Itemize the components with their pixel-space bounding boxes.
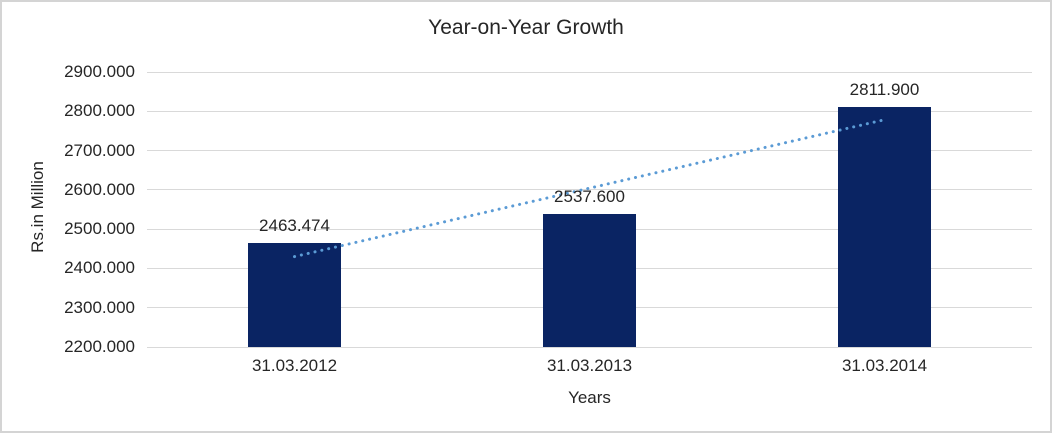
x-axis-title: Years — [568, 388, 611, 407]
bar — [838, 106, 931, 347]
gridline — [147, 110, 1032, 112]
gridline — [147, 346, 1032, 348]
y-tick-label: 2700.000 — [64, 140, 135, 160]
chart-title: Year-on-Year Growth — [428, 16, 624, 39]
y-tick-label: 2300.000 — [64, 297, 135, 317]
bar — [248, 243, 341, 347]
bar — [543, 214, 636, 347]
data-label: 2537.600 — [554, 187, 625, 207]
gridline — [147, 71, 1032, 73]
y-tick-label: 2200.000 — [64, 337, 135, 356]
y-tick-label: 2600.000 — [64, 179, 135, 199]
y-tick-label: 2500.000 — [64, 219, 135, 239]
x-tick-label: 31.03.2012 — [251, 356, 338, 375]
data-label: 2463.474 — [259, 216, 330, 236]
data-label: 2811.900 — [849, 79, 920, 99]
y-axis-title: Rs.in Million — [28, 161, 47, 253]
y-tick-label: 2800.000 — [64, 101, 135, 121]
y-tick-label: 2900.000 — [64, 62, 135, 81]
y-tick-label: 2400.000 — [64, 258, 135, 278]
x-tick-label: 31.03.2013 — [546, 356, 633, 375]
x-tick-label: 31.03.2014 — [841, 356, 928, 375]
